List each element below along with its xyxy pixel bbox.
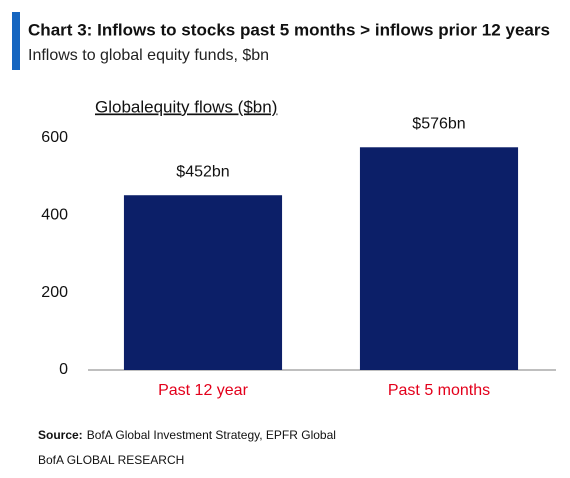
footer: BofA GLOBAL RESEARCH xyxy=(38,453,184,467)
chart-title: Chart 3: Inflows to stocks past 5 months… xyxy=(28,20,550,39)
chart-subtitle: Inflows to global equity funds, $bn xyxy=(28,47,269,64)
y-tick-label: 0 xyxy=(59,361,68,378)
y-tick-label: 400 xyxy=(41,207,68,224)
x-tick-label: Past 12 year xyxy=(158,382,249,399)
title-accent xyxy=(12,12,20,70)
y-tick-label: 600 xyxy=(41,129,68,146)
inner-title: Globalequity flows ($bn) xyxy=(95,97,277,116)
value-label: $576bn xyxy=(412,115,465,132)
bar xyxy=(123,195,283,370)
source-line: Source: BofA Global Investment Strategy, … xyxy=(38,428,336,442)
y-tick-label: 200 xyxy=(41,284,68,301)
bar xyxy=(359,147,519,370)
source-text: BofA Global Investment Strategy, EPFR Gl… xyxy=(87,428,336,442)
x-tick-label: Past 5 months xyxy=(388,382,490,399)
value-label: $452bn xyxy=(176,163,229,180)
source-label: Source: xyxy=(38,428,83,442)
